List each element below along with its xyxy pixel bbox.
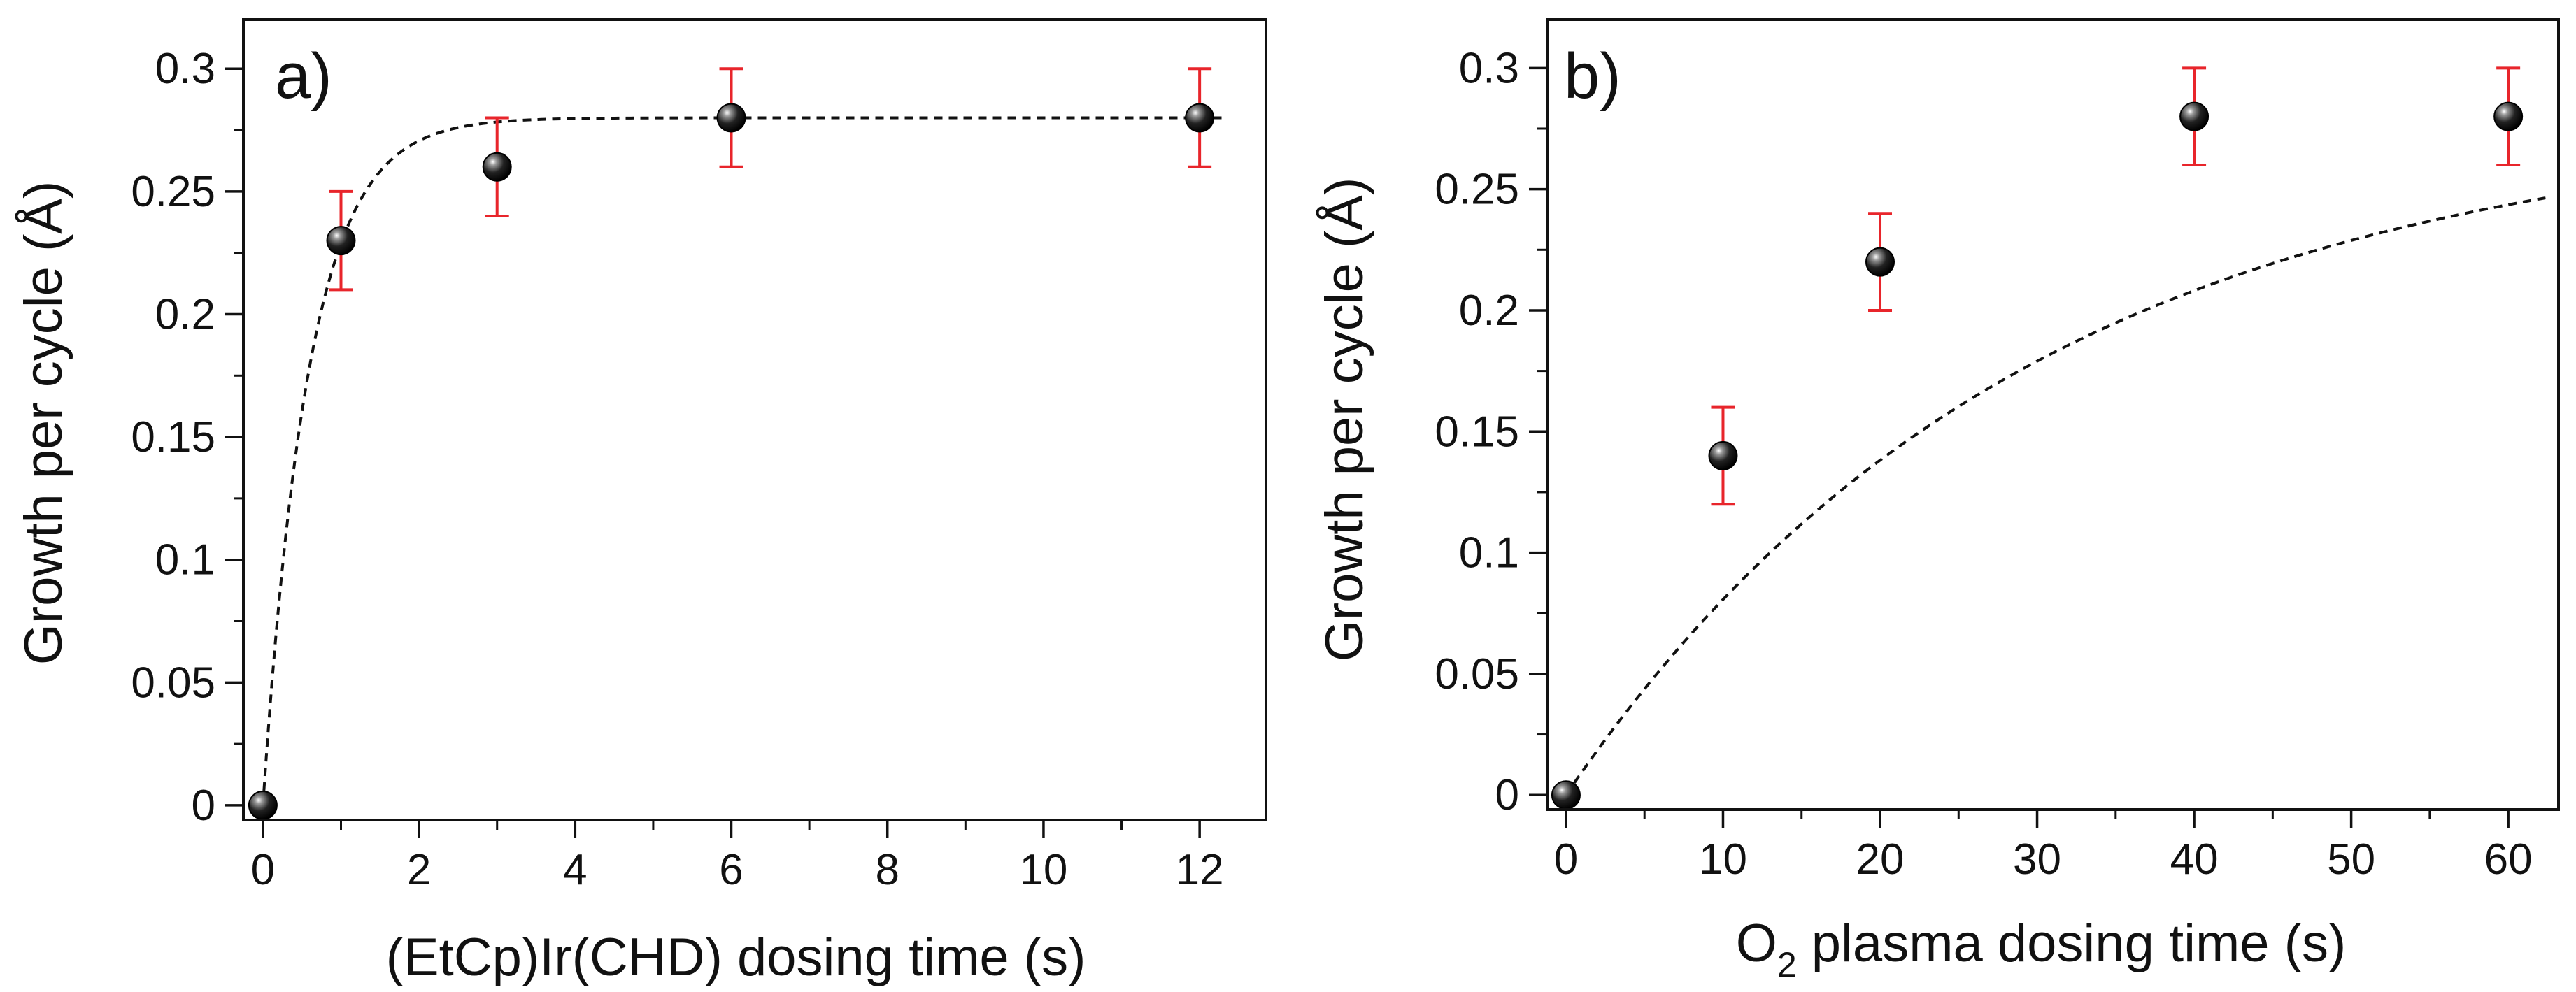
panel-b-y-tick-label: 0.25 [1435, 166, 1519, 214]
panel-a-y-tick-label: 0.3 [155, 45, 215, 93]
panel-b-y-tick-label: 0.1 [1459, 529, 1519, 577]
panel-a-y-tick-label: 0.1 [155, 536, 215, 584]
panel-b-y-tick-label: 0.15 [1435, 408, 1519, 456]
panel-b-plot-frame [1546, 18, 2560, 811]
panel-a-x-axis-title: (EtCp)Ir(CHD) dosing time (s) [386, 928, 1086, 987]
panel-a-x-tick-label: 8 [875, 846, 899, 894]
panel-a-data-point [482, 152, 512, 182]
panel-a-plot: 0 2 4 6 8 10 12 0 0.05 0.1 0.15 0.2 0.25 0.3 [131, 18, 1267, 894]
panel-b-y-tick-label: 0 [1495, 771, 1519, 819]
panel-b-data-point [2179, 101, 2209, 131]
panel-a: 0 2 4 6 8 10 12 0 0.05 0.1 0.15 0.2 0.25 0.3 a) (EtCp… [14, 18, 1267, 987]
panel-b-y-tick-label: 0.3 [1459, 44, 1519, 92]
panel-b-x-tick-label: 50 [2327, 835, 2375, 884]
panel-b-plot: 0 10 20 30 40 50 60 0 0.05 0.1 0.15 0.2 0.25 0.3 [1435, 18, 2560, 884]
panel-b-x-axis-title-main: O [1736, 914, 1777, 973]
panel-a-y-tick-label: 0 [192, 782, 215, 830]
panel-b-x-tick-label: 10 [1699, 835, 1747, 884]
panel-a-y-tick-label: 0.05 [131, 659, 215, 707]
panel-b-x-tick-label: 20 [1856, 835, 1905, 884]
panel-a-plot-frame [242, 18, 1267, 821]
panel-a-data-point [1185, 103, 1215, 133]
panel-b-fit-curve [1565, 196, 2548, 796]
panel-b-data-point [1708, 440, 1738, 470]
panel-b-label: b) [1564, 41, 1621, 112]
panel-a-fit-curve [261, 116, 1223, 806]
panel-a-y-tick-label: 0.25 [131, 168, 215, 216]
panel-a-data-point [248, 790, 278, 820]
panel-b-y-axis-title: Growth per cycle (Å) [1315, 178, 1374, 662]
panel-b-x-axis-title-sub: 2 [1777, 945, 1797, 984]
panel-a-x-tick-label: 10 [1019, 846, 1067, 894]
panel-b-x-tick-label: 40 [2170, 835, 2219, 884]
panel-b-y-tick-label: 0.05 [1435, 650, 1519, 698]
panel-a-x-tick-label: 0 [251, 846, 275, 894]
panel-b-x-axis-title-rest: plasma dosing time (s) [1797, 914, 2347, 973]
panel-b: 0 10 20 30 40 50 60 0 0.05 0.1 0.15 0.2 0.25 0.3 b) O… [1315, 18, 2560, 984]
panel-b-x-tick-label: 30 [2013, 835, 2061, 884]
panel-b-x-tick-label: 0 [1554, 835, 1578, 884]
panel-b-x-tick-label: 60 [2484, 835, 2533, 884]
panel-a-x-tick-label: 6 [719, 846, 743, 894]
panel-b-data-point [2493, 101, 2524, 131]
panel-a-x-tick-label: 12 [1176, 846, 1224, 894]
panel-b-data-point [1551, 780, 1581, 810]
panel-a-x-tick-label: 4 [563, 846, 587, 894]
panel-a-data-point [326, 226, 356, 256]
panel-b-x-axis-title: O2 plasma dosing time (s) [1736, 914, 2347, 984]
panel-b-y-tick-label: 0.2 [1459, 287, 1519, 335]
panel-a-data-point [716, 103, 746, 133]
panel-b-data-point [1865, 247, 1895, 277]
panel-a-x-tick-label: 2 [407, 846, 431, 894]
panel-a-y-tick-label: 0.2 [155, 290, 215, 338]
panel-a-y-axis-title: Growth per cycle (Å) [14, 181, 73, 666]
panel-a-label: a) [275, 41, 332, 112]
panel-a-y-tick-label: 0.15 [131, 413, 215, 461]
